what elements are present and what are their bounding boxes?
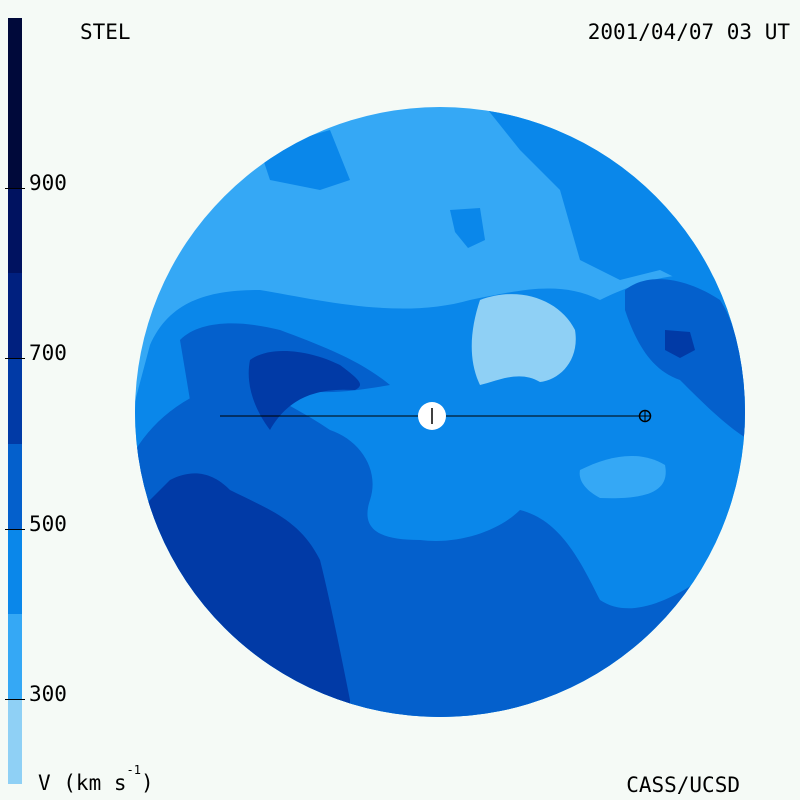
region-200-300 — [471, 294, 576, 385]
colorbar-tick-mark — [5, 528, 25, 530]
region-300-400-east — [579, 455, 666, 499]
timestamp-label: 2001/04/07 03 UT — [587, 20, 790, 44]
colorbar-band — [8, 443, 22, 529]
velocity-disk — [135, 107, 745, 717]
colorbar-band — [8, 613, 22, 699]
region-400-500-spot — [450, 208, 485, 248]
colorbar-band — [8, 358, 22, 444]
colorbar-band — [8, 18, 22, 189]
colorbar-band — [8, 273, 22, 359]
instrument-label: STEL — [80, 20, 131, 44]
colorbar-band — [8, 698, 22, 784]
velocity-colorbar — [8, 18, 22, 784]
colorbar-tick-mark — [5, 698, 25, 700]
colorbar-tick-mark — [5, 188, 25, 190]
credit-label: CASS/UCSD — [626, 773, 740, 797]
colorbar-units-label: V (km s-1) — [38, 763, 154, 795]
region-600-700-w — [248, 350, 360, 430]
colorbar-tick-mark — [5, 358, 25, 360]
colorbar-tick-label: 300 — [29, 681, 67, 706]
region-500-600-east — [625, 279, 745, 440]
colorbar-tick-label: 500 — [29, 511, 67, 536]
colorbar-band — [8, 188, 22, 274]
colorbar-band — [8, 528, 22, 614]
colorbar-tick-label: 900 — [29, 171, 67, 196]
region-600-700-e — [665, 330, 695, 358]
colorbar-tick-label: 700 — [29, 341, 67, 366]
